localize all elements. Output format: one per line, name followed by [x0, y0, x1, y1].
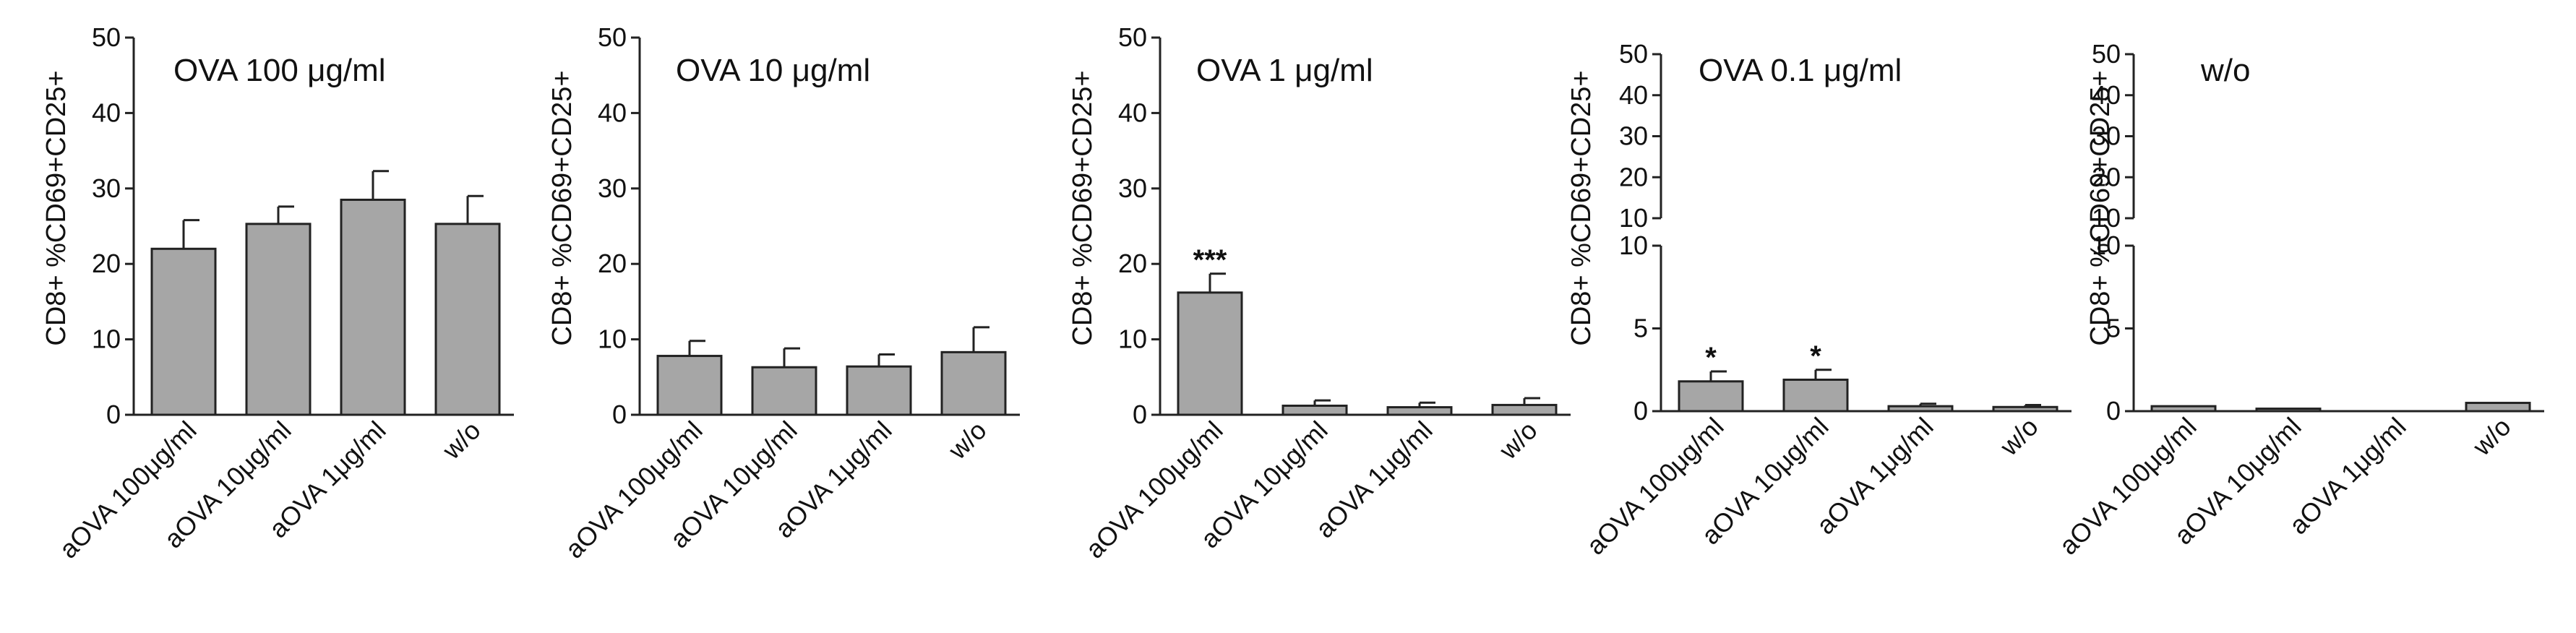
chart-panel-ova-100: CD8+ %CD69+CD25+ OVA 100 μg/ml 0 10 20 30 40…: [41, 22, 514, 564]
chart-panel-ova-1: CD8+ %CD69+CD25+ OVA 1 μg/ml 0 10 20 30 40 50…: [1068, 22, 1571, 564]
y-tick-label: 50: [2092, 39, 2121, 69]
y-tick-label: 50: [598, 22, 627, 52]
x-tick-label: w/o: [942, 415, 992, 465]
y-tick-label: 50: [1619, 39, 1648, 69]
y-axis-label: CD8+ %CD69+CD25+: [547, 70, 578, 345]
chart-title: OVA 0.1 μg/ml: [1699, 53, 1902, 88]
bar: [1992, 405, 2058, 413]
bar: [150, 247, 217, 416]
bar: [340, 198, 406, 416]
y-tick-label: 10: [1619, 231, 1648, 260]
y-tick-label: 20: [1619, 162, 1648, 191]
y-tick-label: 0: [612, 400, 627, 429]
y-tick-label: 10: [2092, 203, 2121, 233]
bar: [846, 365, 912, 416]
y-tick-label: 0: [106, 400, 121, 429]
y-tick-label: 40: [92, 98, 121, 127]
y-axis-label: CD8+ %CD69+CD25+: [1566, 70, 1597, 345]
bar: [1491, 403, 1558, 416]
x-tick-label: w/o: [1493, 415, 1542, 465]
y-tick-label: 10: [2092, 231, 2121, 260]
bar: [2465, 402, 2531, 413]
x-tick-label: w/o: [436, 415, 486, 465]
bar: [1177, 291, 1243, 416]
bar: [1782, 378, 1849, 413]
y-tick-label: 0: [1633, 396, 1648, 426]
y-tick-label: 10: [1118, 324, 1147, 354]
y-axis-label: CD8+ %CD69+CD25+: [2085, 70, 2116, 345]
significance-marker: ***: [1193, 244, 1227, 276]
y-tick-label: 50: [1118, 22, 1147, 52]
bar: [1678, 380, 1744, 413]
y-tick-label: 40: [598, 98, 627, 127]
y-tick-label: 30: [92, 173, 121, 203]
chart-title: OVA 1 μg/ml: [1196, 53, 1373, 88]
y-tick-label: 30: [2092, 121, 2121, 151]
y-tick-label: 30: [598, 173, 627, 203]
y-tick-label: 40: [1118, 98, 1147, 127]
significance-marker: *: [1705, 342, 1717, 374]
bar: [434, 223, 501, 416]
chart-panel-ova-10: CD8+ %CD69+CD25+ OVA 10 μg/ml 0 10 20 30 40 5…: [547, 22, 1020, 564]
chart-title: OVA 100 μg/ml: [173, 53, 386, 88]
y-tick-label: 40: [1619, 80, 1648, 110]
y-axis-label: CD8+ %CD69+CD25+: [1068, 70, 1098, 345]
chart-panel-without-ova: CD8+ %CD69+CD25+ w/o 05101020304050aOVA …: [2053, 39, 2544, 561]
x-tick-label: w/o: [1993, 412, 2043, 462]
significance-marker: *: [1810, 340, 1821, 372]
chart-title: OVA 10 μg/ml: [676, 53, 870, 88]
y-tick-label: 0: [2106, 396, 2121, 426]
y-tick-label: 20: [1118, 249, 1147, 278]
y-tick-label: 0: [1133, 400, 1147, 429]
y-tick-label: 5: [2106, 314, 2121, 343]
y-tick-label: 30: [1619, 121, 1648, 151]
y-tick-label: 5: [1633, 314, 1648, 343]
x-tick-label: w/o: [2466, 412, 2516, 462]
bar: [656, 355, 723, 416]
y-tick-label: 40: [2092, 80, 2121, 110]
bar: [245, 223, 312, 416]
bar: [1386, 406, 1453, 416]
y-tick-label: 20: [2092, 162, 2121, 191]
bar: [1281, 404, 1348, 416]
bar: [1887, 405, 1954, 413]
y-tick-label: 20: [598, 249, 627, 278]
y-tick-label: 50: [92, 22, 121, 52]
bar: [2255, 408, 2322, 413]
y-tick-label: 10: [1619, 203, 1648, 233]
bar: [940, 350, 1007, 416]
y-tick-label: 10: [598, 324, 627, 354]
bar: [751, 366, 817, 416]
y-tick-label: 20: [92, 249, 121, 278]
y-tick-label: 10: [92, 324, 121, 354]
chart-title: w/o: [2200, 53, 2250, 88]
bar: [2150, 405, 2217, 413]
y-tick-label: 30: [1118, 173, 1147, 203]
y-axis-label: CD8+ %CD69+CD25+: [41, 70, 72, 345]
